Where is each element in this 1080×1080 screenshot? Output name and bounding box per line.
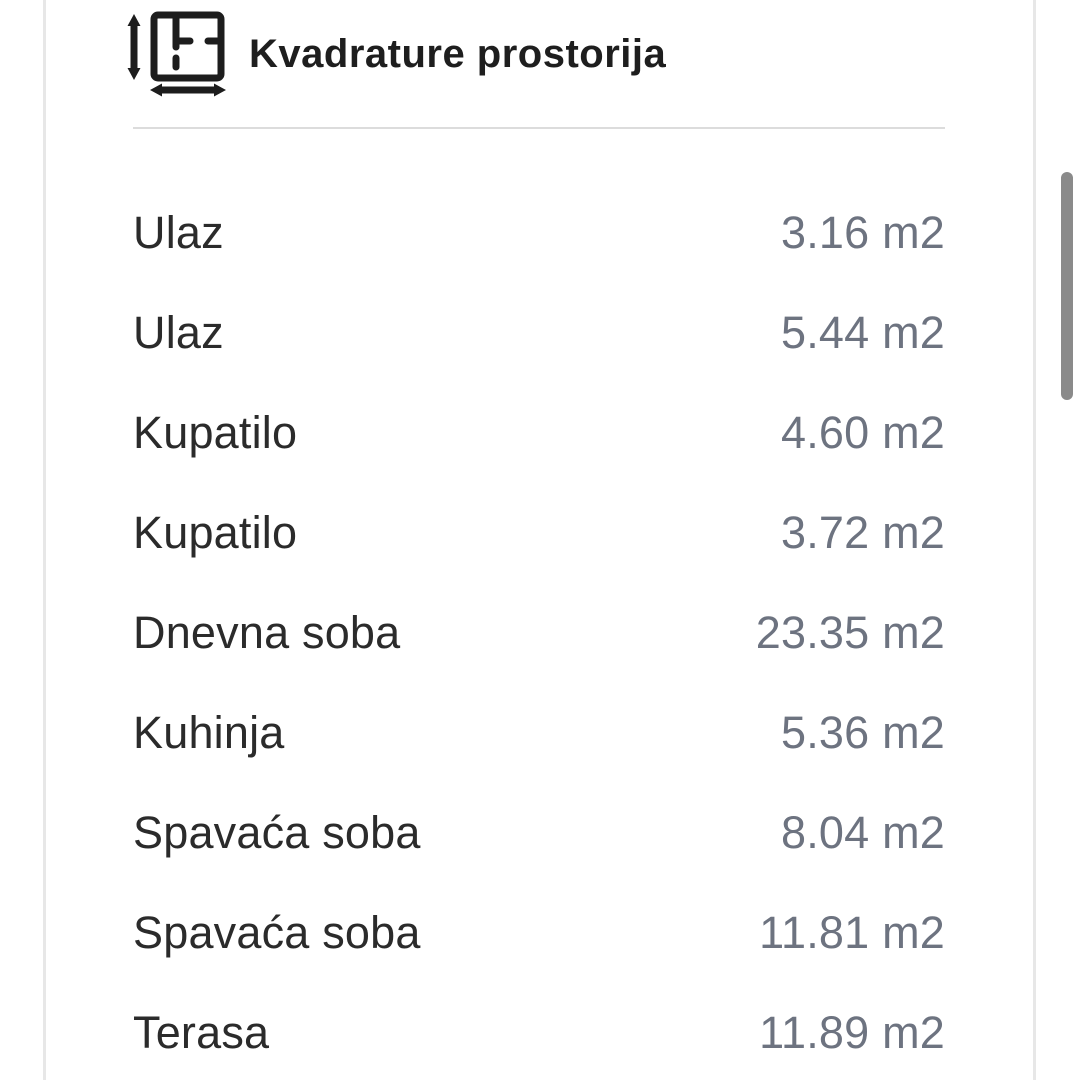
room-row: Spavaća soba 11.81 m2 (133, 883, 945, 983)
room-area: 11.89 m2 (759, 1007, 945, 1058)
room-area: 8.04 m2 (781, 807, 945, 858)
room-row: Kupatilo 3.72 m2 (133, 483, 945, 583)
room-name: Kuhinja (133, 707, 285, 758)
room-area: 4.60 m2 (781, 407, 945, 458)
room-name: Spavaća soba (133, 807, 421, 858)
room-area: 5.44 m2 (781, 307, 945, 358)
header-divider (133, 127, 945, 129)
room-name: Dnevna soba (133, 607, 401, 658)
room-row: Kupatilo 4.60 m2 (133, 383, 945, 483)
room-areas-section: Kvadrature prostorija Ulaz 3.16 m2 Ulaz … (127, 11, 945, 1080)
room-area: 3.72 m2 (781, 507, 945, 558)
room-area: 5.36 m2 (781, 707, 945, 758)
left-page-border (43, 0, 46, 1080)
section-header: Kvadrature prostorija (127, 11, 945, 97)
room-area: 11.81 m2 (759, 907, 945, 958)
room-name: Kupatilo (133, 507, 298, 558)
room-name: Spavaća soba (133, 907, 421, 958)
room-name: Ulaz (133, 307, 224, 358)
room-row: Kuhinja 5.36 m2 (133, 683, 945, 783)
room-name: Ulaz (133, 207, 224, 258)
room-row: Ulaz 3.16 m2 (133, 183, 945, 283)
room-name: Terasa (133, 1007, 270, 1058)
room-area: 23.35 m2 (755, 607, 945, 658)
right-page-border (1033, 0, 1036, 1080)
room-row: Dnevna soba 23.35 m2 (133, 583, 945, 683)
room-row: Terasa 11.89 m2 (133, 983, 945, 1080)
room-name: Kupatilo (133, 407, 298, 458)
room-dimensions-icon (123, 11, 227, 97)
rooms-list: Ulaz 3.16 m2 Ulaz 5.44 m2 Kupatilo 4.60 … (133, 183, 945, 1080)
scrollbar-thumb[interactable] (1061, 172, 1073, 400)
room-row: Ulaz 5.44 m2 (133, 283, 945, 383)
room-row: Spavaća soba 8.04 m2 (133, 783, 945, 883)
section-title: Kvadrature prostorija (249, 31, 667, 76)
room-area: 3.16 m2 (781, 207, 945, 258)
